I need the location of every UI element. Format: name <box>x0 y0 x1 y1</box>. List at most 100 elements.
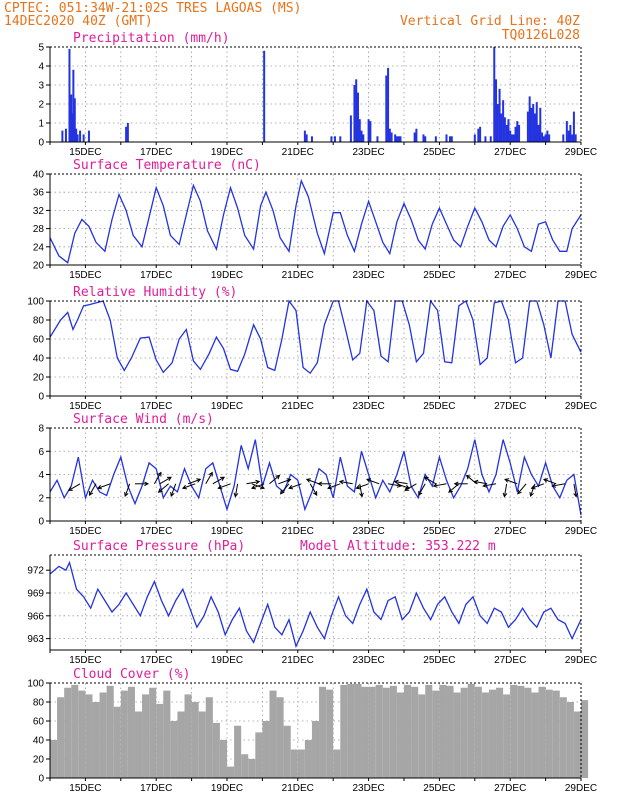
pressure-ytick-label: 963 <box>27 634 44 645</box>
cloud-cover-bar <box>269 690 277 778</box>
run-date: 14DEC2020 40Z (GMT) <box>4 14 153 29</box>
precipitation-bar <box>399 136 402 142</box>
cloud-cover-bar <box>255 732 263 778</box>
precipitation-bar <box>484 136 487 142</box>
precipitation-bar <box>500 113 503 142</box>
temperature-ytick-label: 24 <box>33 242 45 253</box>
panels: Precipitation (mm/h) 0 1 2 3 4 5 15DEC 17DEC 19DE… <box>27 31 597 794</box>
precipitation-bar <box>572 111 575 142</box>
cloud-cover-bar <box>538 686 546 778</box>
cloud-cover-xtick-label: 29DEC <box>565 783 597 794</box>
wind-arrow <box>269 474 281 485</box>
wind-arrow-head <box>465 474 471 480</box>
cloud-cover-bar <box>92 702 100 778</box>
wind-arrow-shaft <box>404 483 417 491</box>
precipitation-bar <box>333 136 336 142</box>
wind-arrow-head <box>482 483 488 488</box>
wind-arrow-shaft <box>280 483 290 495</box>
temperature-ytick-label: 20 <box>33 261 45 272</box>
precipitation-bar <box>526 111 529 142</box>
temperature-xtick-label: 17DEC <box>140 270 172 281</box>
precipitation-xtick-label: 25DEC <box>423 147 455 158</box>
wind-arrow-head <box>124 491 129 497</box>
wind-xtick-label: 17DEC <box>140 526 172 537</box>
precipitation-bar <box>369 121 372 142</box>
cloud-cover-bar <box>368 686 376 778</box>
cloud-cover-bar <box>411 686 419 778</box>
wind-arrow-shaft <box>269 475 280 485</box>
wind-arrow-shaft <box>153 472 162 485</box>
precipitation-bar <box>388 128 391 142</box>
temperature-xtick-label: 27DEC <box>494 270 526 281</box>
precipitation-bar <box>305 134 308 142</box>
cloud-cover-bar <box>184 694 192 778</box>
cloud-cover-bar <box>361 686 369 778</box>
cloud-cover-bar <box>375 684 383 778</box>
precipitation-bar <box>450 136 453 142</box>
wind-arrow-head <box>88 491 94 496</box>
wind-xtick-label: 29DEC <box>565 526 597 537</box>
wind-arrow-shaft <box>327 483 341 489</box>
precipitation-bar <box>544 134 547 142</box>
wind-arrow <box>393 479 408 485</box>
cloud-cover-bar <box>234 725 242 778</box>
wind-arrow-shaft <box>205 472 213 485</box>
wind-xtick-label: 19DEC <box>211 526 243 537</box>
precipitation-bar <box>355 79 358 142</box>
cloud-cover-bar <box>333 749 341 778</box>
cloud-cover-ytick-label: 60 <box>33 717 45 728</box>
wind-ytick-label: 8 <box>38 424 44 435</box>
wind-arrow <box>530 483 545 490</box>
precipitation-bar <box>68 48 71 142</box>
cloud-cover-bar <box>311 721 320 778</box>
wind-xtick-label: 25DEC <box>423 526 455 537</box>
cloud-cover-bar <box>581 700 589 778</box>
wind-arrow-head <box>313 491 318 496</box>
temperature-xtick-label: 21DEC <box>282 270 314 281</box>
wind-arrow-head <box>255 479 261 485</box>
wind-arrow <box>366 478 380 485</box>
wind-panel: Surface Wind (m/s) 0 2 4 6 8 15DEC 17DEC 19DEC 21… <box>38 412 597 537</box>
vertical-grid-info: Vertical Grid Line: 40Z <box>400 14 580 29</box>
cloud-cover-bar <box>340 684 348 778</box>
wind-arrow <box>233 483 239 498</box>
wind-arrow <box>67 483 81 491</box>
precipitation-bar <box>358 119 361 142</box>
temperature-ytick-label: 32 <box>33 206 45 217</box>
precipitation-bar <box>532 104 535 142</box>
wind-arrow-head <box>217 484 223 490</box>
temperature-ytick-label: 28 <box>33 224 45 235</box>
precipitation-title: Precipitation (mm/h) <box>73 31 230 46</box>
pressure-title: Surface Pressure (hPa) <box>73 539 245 554</box>
cloud-cover-bar <box>50 740 58 778</box>
wind-arrow-head <box>317 481 323 487</box>
precipitation-bar <box>496 104 499 142</box>
cloud-cover-bar <box>566 702 574 778</box>
wind-arrow <box>187 478 202 485</box>
wind-arrow-shaft <box>366 478 380 485</box>
wind-arrow-head <box>96 484 102 490</box>
precipitation-ytick-label: 4 <box>38 62 44 73</box>
cloud-cover-bar <box>481 692 489 778</box>
pressure-series-line <box>49 560 582 649</box>
model-code: TQ0126L028 <box>502 28 580 43</box>
wind-arrow-head <box>529 491 534 497</box>
wind-arrow <box>482 483 497 488</box>
wind-arrow-head <box>453 481 459 487</box>
wind-arrow-shaft <box>158 483 169 493</box>
pressure-ytick-label: 969 <box>27 589 44 600</box>
precipitation-bar <box>507 119 510 142</box>
precipitation-ytick-label: 2 <box>38 100 44 111</box>
wind-arrow <box>124 483 131 497</box>
wind-arrow-shaft <box>89 483 97 496</box>
temperature-ytick-label: 36 <box>33 188 45 199</box>
cloud-cover-bar <box>347 683 355 778</box>
humidity-ytick-label: 0 <box>38 392 44 403</box>
wind-arrow <box>153 471 162 485</box>
wind-arrow <box>305 478 320 485</box>
cloud-cover-bar <box>142 694 150 778</box>
cloud-cover-bar <box>212 722 220 778</box>
precipitation-bar <box>72 69 75 142</box>
wind-arrow <box>423 476 437 485</box>
wind-arrow <box>432 483 447 488</box>
